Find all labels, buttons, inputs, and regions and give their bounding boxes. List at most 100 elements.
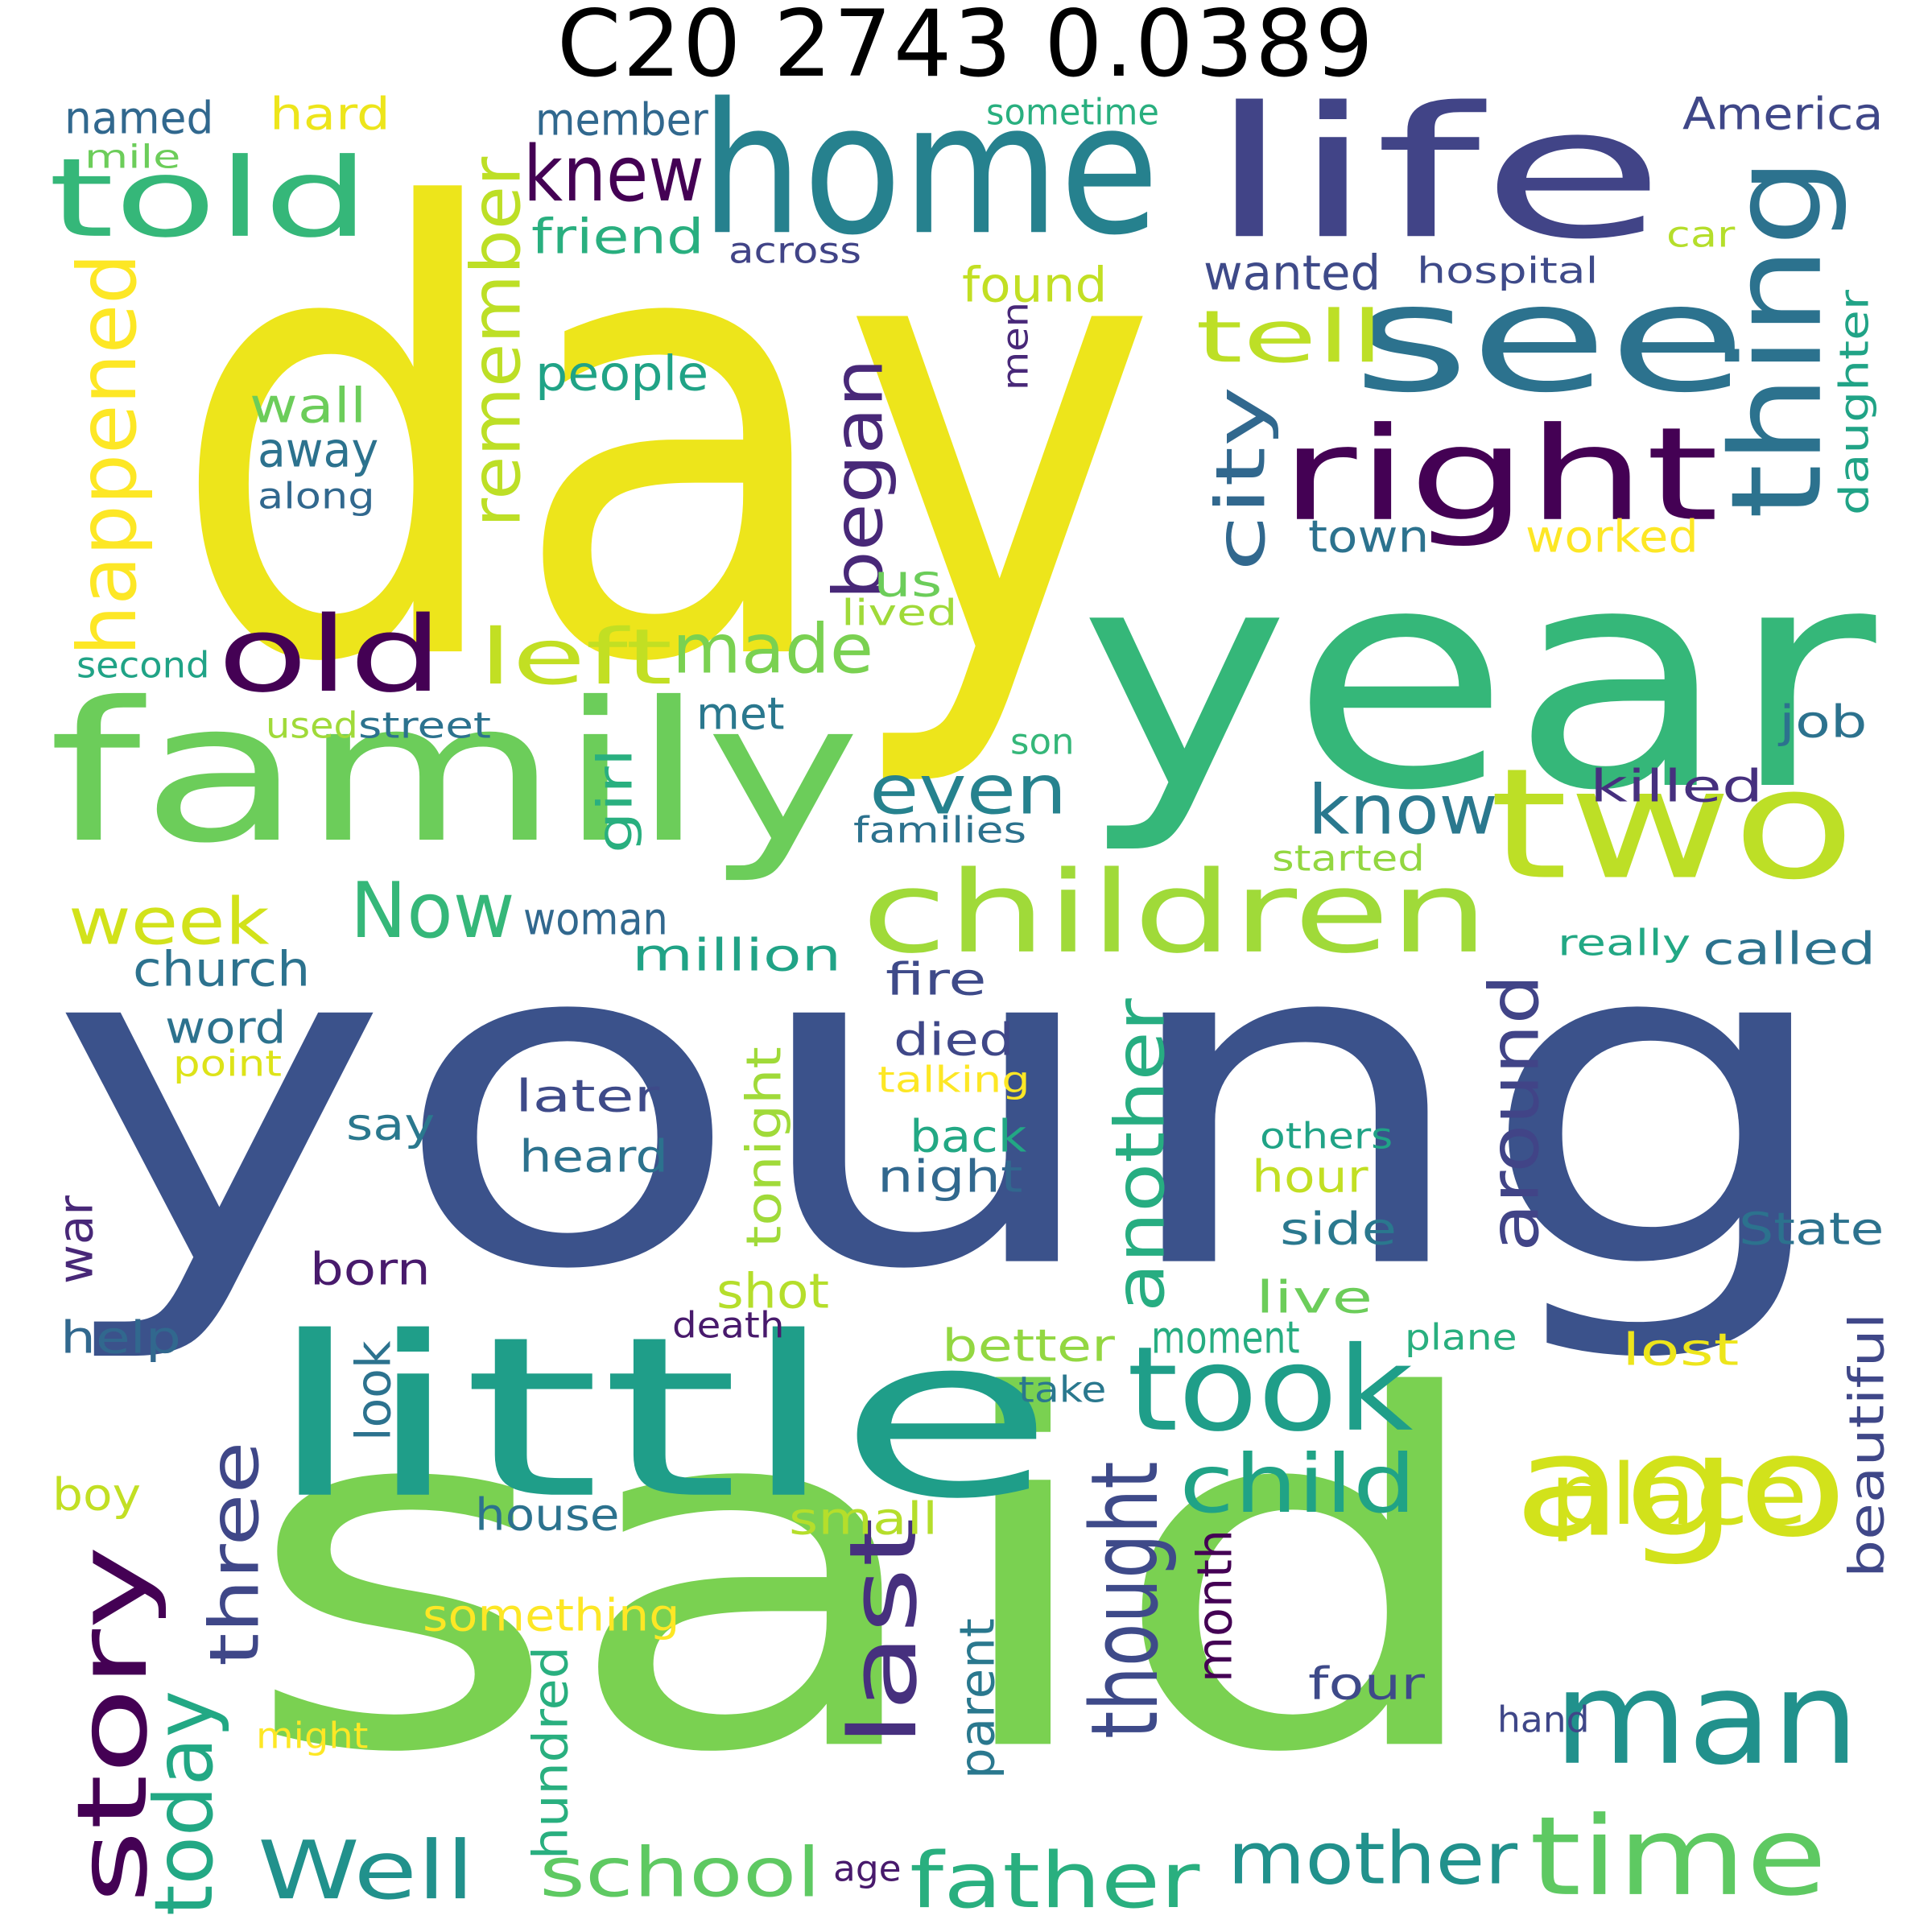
word-said: said — [242, 1296, 1498, 1859]
word-town: town — [1308, 511, 1430, 564]
word-beautiful: beautiful — [1839, 1312, 1896, 1578]
word-word: word — [165, 1002, 287, 1055]
word-school: school — [539, 1833, 821, 1913]
word-moment: moment — [1151, 1312, 1300, 1364]
word-wanted: wanted — [1203, 245, 1381, 302]
word-tonight: tonight — [736, 1046, 793, 1248]
word-met: met — [696, 688, 785, 741]
word-wall: wall — [250, 378, 367, 435]
word-old: old — [217, 594, 444, 716]
word-young: young — [48, 839, 1844, 1369]
word-worked: worked — [1525, 511, 1699, 564]
word-friend: friend — [531, 208, 704, 266]
word-today: today — [138, 1690, 232, 1916]
word-took: took — [1127, 1322, 1414, 1458]
word-well: Well — [258, 1824, 475, 1918]
word-children: children — [861, 848, 1489, 979]
word-take: take — [1018, 1368, 1107, 1412]
word-told: told — [48, 135, 370, 262]
word-hard: hard — [270, 89, 390, 141]
word-hour: hour — [1252, 1151, 1368, 1203]
word-along: along — [258, 475, 375, 518]
word-three: three — [195, 1441, 275, 1666]
word-second: second — [76, 644, 210, 687]
word-really: really — [1558, 922, 1691, 965]
word-home: home — [700, 65, 1159, 275]
word-mile: mile — [85, 138, 181, 176]
word-lived: lived — [841, 592, 958, 635]
word-year: year — [1079, 502, 1876, 858]
word-people: people — [535, 345, 709, 402]
word-heard: heard — [519, 1131, 669, 1183]
word-named: named — [64, 93, 214, 145]
word-house: house — [475, 1489, 620, 1542]
word-child: child — [1179, 1438, 1417, 1532]
word-used: used — [266, 704, 358, 748]
word-place: place — [1550, 1445, 1808, 1545]
word-lost: lost — [1622, 1324, 1740, 1377]
word-remember: remember — [456, 156, 537, 527]
word-month: month — [1187, 1530, 1244, 1682]
word-right: right — [1280, 399, 1719, 550]
word-man: man — [1554, 1643, 1860, 1794]
word-see: see — [1352, 253, 1747, 426]
word-woman: woman — [523, 894, 668, 946]
word-hundred: hundred — [522, 1646, 580, 1860]
word-better: better — [942, 1320, 1115, 1373]
word-family: family — [48, 660, 861, 886]
word-us: us — [873, 555, 943, 608]
word-thing: thing — [1703, 157, 1850, 520]
word-age: age — [833, 1847, 902, 1891]
word-four: four — [1308, 1658, 1425, 1711]
word-knew: knew — [523, 130, 704, 220]
word-daughter: daughter — [1831, 290, 1879, 515]
word-others: others — [1260, 1115, 1393, 1158]
word-state: State — [1739, 1203, 1885, 1256]
word-mother: mother — [1228, 1817, 1518, 1901]
word-sometime: sometime — [986, 91, 1159, 134]
word-street: street — [358, 704, 492, 748]
word-fire: fire — [886, 954, 987, 1006]
word-born: born — [310, 1244, 431, 1296]
word-side: side — [1280, 1203, 1397, 1256]
word-night: night — [877, 1151, 1023, 1203]
word-men: men — [994, 301, 1038, 390]
word-ago: ago — [1513, 1405, 1848, 1569]
word-boy: boy — [52, 1469, 142, 1521]
word-live: live — [1256, 1272, 1373, 1324]
word-started: started — [1272, 837, 1426, 881]
word-might: might — [256, 1715, 369, 1758]
word-families: families — [853, 809, 1027, 852]
word-hospital: hospital — [1417, 250, 1599, 293]
word-death: death — [672, 1304, 785, 1348]
word-car: car — [1666, 213, 1736, 257]
word-girl: girl — [587, 748, 644, 853]
word-help: help — [60, 1312, 181, 1364]
word-found: found — [962, 257, 1108, 314]
word-thought: thought — [1071, 1461, 1179, 1739]
word-america: America — [1682, 89, 1884, 141]
word-left: left — [479, 613, 673, 703]
word-life: life — [1208, 69, 1666, 279]
word-father: father — [910, 1836, 1200, 1926]
word-killed: killed — [1590, 761, 1764, 813]
word-died: died — [894, 1014, 1014, 1067]
word-now: Now — [350, 866, 515, 956]
word-point: point — [173, 1042, 283, 1086]
word-parent: parent — [949, 1618, 1006, 1779]
word-week: week — [68, 883, 270, 960]
word-day: day — [169, 81, 1159, 797]
word-hand: hand — [1497, 1699, 1590, 1742]
word-happened: happened — [61, 253, 155, 656]
word-know: know — [1308, 770, 1498, 851]
word-small: small — [789, 1493, 939, 1546]
word-even: even — [869, 750, 1067, 831]
word-something: something — [423, 1590, 680, 1642]
word-last: last — [829, 1517, 938, 1747]
word-look: look — [345, 1340, 402, 1441]
word-plane: plane — [1405, 1316, 1517, 1360]
word-member: member — [535, 94, 708, 147]
word-away: away — [258, 422, 379, 479]
word-across: across — [729, 229, 862, 273]
